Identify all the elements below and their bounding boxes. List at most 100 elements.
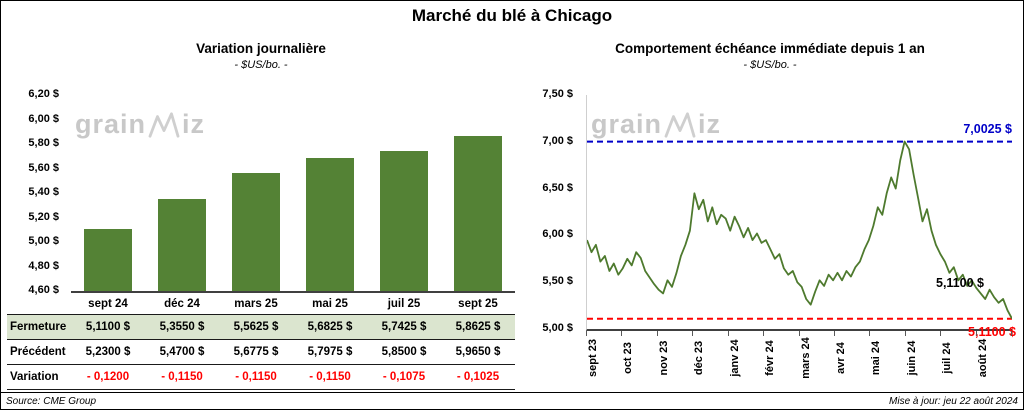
value-cell: - 0,1150 bbox=[161, 371, 203, 383]
value-cell: 5,8500 $ bbox=[381, 346, 427, 358]
bar-sept 25 bbox=[454, 136, 502, 291]
line-chart-plot: grain iz 7,0025 $5,1100 $5,1100 $ bbox=[586, 95, 1016, 339]
y-tick-label: 5,80 $ bbox=[28, 137, 59, 149]
line-chart-y-axis: 7,50 $ 7,00 $ 6,50 $ 6,00 $ 5,50 $ 5,00 $ bbox=[521, 88, 579, 334]
x-tick-label: juil 24 bbox=[941, 342, 954, 374]
value-cell: - 0,1200 bbox=[86, 371, 130, 383]
y-tick-label: 4,60 $ bbox=[28, 284, 59, 296]
row-label: Précédent bbox=[10, 346, 66, 358]
y-tick-label: 5,40 $ bbox=[28, 186, 59, 198]
month-header-cell: mai 25 bbox=[312, 297, 348, 310]
line-chart-x-axis: sept 23 oct 23 nov 23 déc 23 janv 24 févr 24 m… bbox=[586, 331, 1012, 385]
y-tick-label: 5,00 $ bbox=[542, 322, 573, 334]
bar-slot bbox=[293, 95, 367, 291]
bar-chart-y-axis: 6,20 $ 6,00 $ 5,80 $ 5,60 $ 5,40 $ 5,20 $ 5,00… bbox=[7, 88, 65, 296]
x-tick-mark bbox=[833, 331, 835, 336]
page-title: Marché du blé à Chicago bbox=[411, 6, 613, 25]
x-tick-mark bbox=[975, 331, 977, 336]
bar-sept 24 bbox=[84, 228, 132, 291]
bar-slot bbox=[219, 95, 293, 291]
y-tick-label: 5,50 $ bbox=[542, 275, 573, 288]
value-cell: 5,5625 $ bbox=[233, 321, 279, 333]
y-tick-label: 7,00 $ bbox=[542, 134, 573, 147]
value-cell: - 0,1025 bbox=[456, 371, 500, 383]
row-label: Variation bbox=[10, 371, 59, 383]
x-tick-label: mars 24 bbox=[799, 337, 812, 379]
value-cell: 5,3550 $ bbox=[159, 321, 205, 333]
x-tick-label: mai 24 bbox=[870, 340, 883, 376]
x-tick-label: janv 24 bbox=[728, 339, 741, 377]
y-tick-label: 5,20 $ bbox=[28, 210, 59, 223]
footer: Source: CME Group Mise à jour: jeu 22 ao… bbox=[1, 392, 1023, 409]
bar-mai 25 bbox=[306, 158, 354, 291]
x-tick-mark bbox=[621, 331, 623, 336]
value-cell: 5,6775 $ bbox=[233, 346, 279, 358]
value-cell: 5,2300 $ bbox=[85, 346, 131, 358]
source-label: Source: CME Group bbox=[6, 395, 97, 407]
value-cell: 5,8625 $ bbox=[455, 321, 501, 333]
y-tick-label: 7,50 $ bbox=[542, 88, 573, 100]
y-tick-label: 6,00 $ bbox=[28, 112, 59, 125]
x-tick-label: avr 24 bbox=[834, 342, 847, 374]
x-tick-mark bbox=[727, 331, 729, 336]
bar-chart-plot: grain iz bbox=[71, 95, 515, 293]
x-tick-mark bbox=[586, 331, 587, 336]
month-header-cell: mars 25 bbox=[234, 297, 278, 310]
min-price-label: 5,1100 $ bbox=[968, 324, 1016, 339]
price-line-svg bbox=[586, 140, 1013, 320]
month-header-cell: sept 25 bbox=[458, 297, 498, 310]
month-header-cell: sept 24 bbox=[88, 297, 128, 310]
fermeture-row: Fermeture 5,1100 $ 5,3550 $ 5,5625 $ 5,6825 … bbox=[7, 314, 515, 339]
y-tick-label: 5,60 $ bbox=[28, 161, 59, 174]
y-tick-label: 5,00 $ bbox=[28, 235, 59, 247]
x-tick-label: déc 23 bbox=[693, 340, 706, 376]
variation-row: Variation - 0,1200 - 0,1150 - 0,1150 - 0,115… bbox=[7, 364, 515, 390]
bar-juil 25 bbox=[380, 151, 428, 291]
x-tick-label: févr 24 bbox=[764, 340, 777, 376]
x-tick-mark bbox=[869, 331, 871, 336]
precedent-row: Précédent 5,2300 $ 5,4700 $ 5,6775 $ 5,7975 … bbox=[7, 339, 515, 364]
right-chart-subtitle: - $US/bo. - bbox=[743, 59, 797, 71]
month-header-row: sept 24 déc 24 mars 25 mai 25 juil 25 sept 25 bbox=[7, 293, 515, 314]
x-tick-mark bbox=[904, 331, 906, 336]
x-tick-mark bbox=[763, 331, 765, 336]
left-chart-title: Variation journalière bbox=[196, 41, 326, 56]
x-tick-mark bbox=[940, 331, 942, 336]
value-cell: 5,7425 $ bbox=[381, 321, 427, 333]
bar-slot bbox=[367, 95, 441, 291]
y-tick-label: 6,50 $ bbox=[542, 181, 573, 194]
price-table: sept 24 déc 24 mars 25 mai 25 juil 25 sept 25… bbox=[7, 293, 515, 390]
value-cell: 5,4700 $ bbox=[159, 346, 205, 358]
right-chart-title: Comportement échéance immédiate depuis 1… bbox=[615, 41, 925, 56]
value-cell: 5,1100 $ bbox=[85, 321, 131, 333]
value-cell: - 0,1150 bbox=[309, 371, 351, 383]
bar-déc 24 bbox=[158, 198, 206, 291]
max-price-label: 7,0025 $ bbox=[963, 121, 1012, 136]
daily-variation-panel: Variation journalière - $US/bo. - 6,20 $… bbox=[7, 35, 515, 390]
x-tick-mark bbox=[798, 331, 800, 336]
x-tick-label: juin 24 bbox=[905, 340, 918, 376]
updated-label: Mise à jour: jeu 22 août 2024 bbox=[889, 395, 1018, 407]
x-tick-label: août 24 bbox=[976, 338, 989, 378]
x-tick-mark bbox=[692, 331, 694, 336]
value-cell: 5,9650 $ bbox=[455, 346, 501, 358]
row-label: Fermeture bbox=[10, 321, 67, 333]
left-chart-subtitle: - $US/bo. - bbox=[234, 59, 288, 71]
x-tick-label: oct 23 bbox=[622, 342, 635, 374]
last-price-label: 5,1100 $ bbox=[936, 275, 984, 290]
bar-slot bbox=[441, 95, 515, 291]
month-header-cell: déc 24 bbox=[164, 297, 200, 310]
value-cell: 5,7975 $ bbox=[307, 346, 353, 358]
y-tick-label: 6,20 $ bbox=[28, 88, 59, 100]
bar-slot bbox=[145, 95, 219, 291]
front-month-panel: Comportement échéance immédiate depuis 1… bbox=[521, 35, 1019, 387]
x-tick-mark bbox=[1011, 331, 1012, 336]
y-tick-label: 4,80 $ bbox=[28, 259, 59, 272]
price-line bbox=[586, 140, 1013, 320]
x-tick-mark bbox=[656, 331, 658, 336]
month-header-cell: juil 25 bbox=[387, 297, 421, 310]
y-tick-label: 6,00 $ bbox=[542, 228, 573, 241]
value-cell: - 0,1075 bbox=[382, 371, 426, 383]
value-cell: 5,6825 $ bbox=[307, 321, 353, 333]
